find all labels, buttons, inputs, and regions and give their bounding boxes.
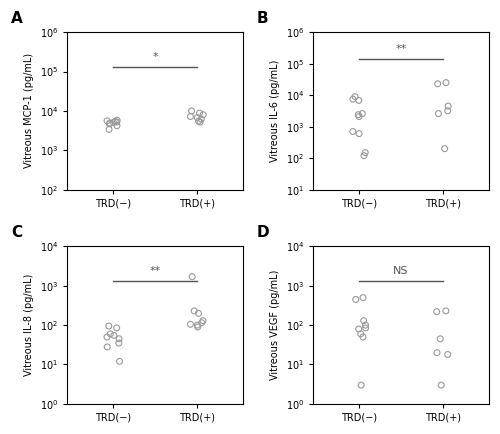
Point [112, 325, 120, 332]
Y-axis label: Vitreous IL-6 (pg/mL): Vitreous IL-6 (pg/mL) [270, 60, 280, 162]
Point [434, 110, 442, 117]
Text: A: A [12, 11, 23, 26]
Point [110, 332, 118, 339]
Point [198, 115, 205, 122]
Text: B: B [257, 11, 268, 26]
Point [106, 120, 114, 127]
Point [113, 117, 121, 124]
Point [111, 118, 119, 125]
Point [193, 114, 201, 121]
Point [361, 149, 369, 156]
Point [194, 322, 202, 329]
Point [106, 120, 114, 127]
Text: **: ** [396, 44, 406, 54]
Point [113, 118, 121, 125]
Point [362, 322, 370, 329]
Point [188, 273, 196, 280]
Point [444, 102, 452, 109]
Point [186, 321, 194, 328]
Text: **: ** [150, 266, 161, 276]
Point [103, 343, 111, 350]
Point [433, 349, 441, 356]
Point [198, 319, 206, 326]
Point [186, 113, 194, 120]
Point [115, 340, 123, 347]
Point [434, 80, 442, 87]
Point [354, 111, 362, 118]
Point [357, 381, 365, 388]
Point [199, 111, 207, 118]
Point [352, 296, 360, 303]
Point [359, 333, 367, 340]
Point [444, 107, 452, 114]
Point [359, 294, 367, 301]
Point [349, 95, 357, 102]
Point [442, 307, 450, 314]
Point [437, 381, 445, 388]
Point [436, 335, 444, 342]
Point [440, 145, 448, 152]
Point [196, 118, 204, 125]
Point [355, 97, 363, 104]
Y-axis label: Vitreous VEGF (pg/mL): Vitreous VEGF (pg/mL) [270, 270, 280, 380]
Point [194, 323, 202, 330]
Point [354, 326, 362, 332]
Point [190, 307, 198, 314]
Point [116, 358, 124, 365]
Point [103, 117, 111, 124]
Y-axis label: Vitreous MCP-1 (pg/mL): Vitreous MCP-1 (pg/mL) [24, 53, 34, 168]
Text: *: * [152, 52, 158, 62]
Point [103, 333, 111, 340]
Point [355, 113, 363, 120]
Point [360, 152, 368, 159]
Point [194, 310, 202, 317]
Point [113, 122, 121, 129]
Point [196, 110, 203, 117]
Text: D: D [257, 225, 270, 240]
Point [188, 108, 196, 115]
Point [105, 322, 113, 329]
Point [432, 308, 440, 315]
Point [199, 317, 207, 324]
Point [110, 119, 118, 126]
Point [351, 93, 359, 100]
Point [357, 330, 365, 337]
Point [106, 330, 114, 337]
Point [358, 110, 366, 117]
Point [349, 128, 357, 135]
Point [105, 126, 113, 133]
Point [355, 130, 363, 137]
Point [362, 325, 370, 332]
Text: NS: NS [394, 266, 409, 276]
Y-axis label: Vitreous IL-8 (pg/mL): Vitreous IL-8 (pg/mL) [24, 274, 34, 376]
Point [360, 317, 368, 324]
Point [115, 335, 123, 342]
Point [444, 351, 452, 358]
Point [194, 118, 202, 125]
Point [442, 79, 450, 86]
Text: C: C [12, 225, 22, 240]
